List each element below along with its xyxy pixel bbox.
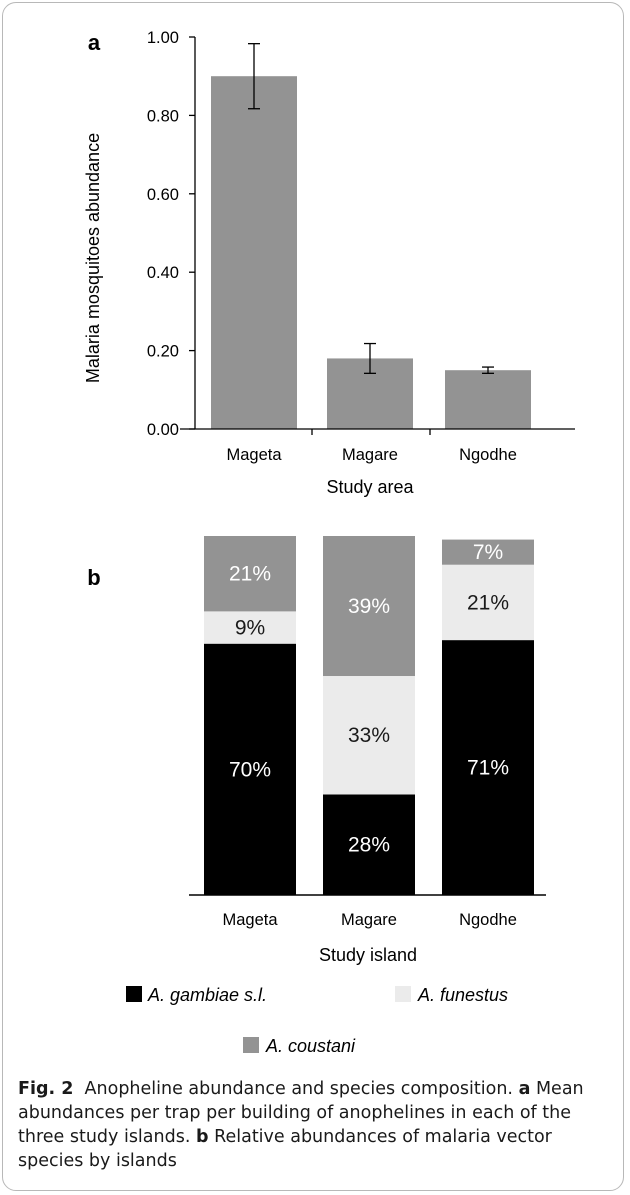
y-tick-label-0-40: 0.40 [147, 264, 179, 282]
chart-b-panel-label: b [87, 565, 100, 590]
x-tick-label-ngodhe: Ngodhe [459, 446, 517, 464]
figure-caption: Fig. 2 Anopheline abundance and species … [18, 1077, 608, 1173]
bar-ngodhe [445, 370, 531, 429]
caption-panel-a-label: a [518, 1079, 531, 1099]
bar-mageta [211, 76, 297, 429]
segment-label-magare-a-gambiae-s-l: 28% [348, 834, 390, 857]
figure-charts: a Mageta Magare Ngodhe 0.00 0.20 0.40 0.60 0.80 1… [83, 29, 575, 1056]
segment-label-ngodhe-a-gambiae-s-l: 71% [467, 757, 509, 780]
segment-label-mageta-a-funestus: 9% [235, 617, 265, 640]
caption-title: Anopheline abundance and species composi… [84, 1079, 513, 1099]
x-tick-label-b-mageta: Mageta [222, 911, 278, 929]
y-tick-label-0-20: 0.20 [147, 343, 179, 361]
segment-label-magare-a-funestus: 33% [348, 724, 390, 747]
x-tick-label-b-ngodhe: Ngodhe [459, 911, 517, 929]
segment-ngodhe-a-gambiae-s-l [442, 640, 534, 895]
y-tick-label-0-80: 0.80 [147, 107, 179, 125]
segment-label-ngodhe-a-funestus: 21% [467, 591, 509, 614]
legend-swatch-a-gambiae-s-l [126, 986, 142, 1002]
x-tick-label-b-magare: Magare [341, 911, 397, 929]
y-tick-label-1-00: 1.00 [147, 29, 179, 47]
segment-mageta-a-coustani [204, 536, 296, 612]
chart-a-abundance: a Mageta Magare Ngodhe 0.00 0.20 0.40 0.60 0.80 1… [83, 29, 575, 497]
segment-label-magare-a-coustani: 39% [348, 595, 390, 618]
chart-a-x-axis-title: Study area [326, 477, 414, 497]
caption-panel-b-text: Relative abundances of malaria vector sp… [18, 1127, 552, 1171]
caption-fig-label: Fig. 2 [18, 1079, 74, 1099]
legend-label-a-gambiae-s-l: A. gambiae s.l. [147, 985, 267, 1005]
legend-swatch-a-coustani [243, 1037, 259, 1053]
segment-mageta-a-funestus [204, 611, 296, 644]
segment-label-ngodhe-a-coustani: 7% [473, 541, 503, 564]
segment-mageta-a-gambiae-s-l [204, 643, 296, 895]
legend-label-a-coustani: A. coustani [265, 1036, 356, 1056]
legend-label-a-funestus: A. funestus [417, 985, 508, 1005]
chart-b-composition: b 70% 9% 21% Mageta 28% 33% 39% Magare 71% 21% 7% Ng… [87, 536, 546, 1056]
caption-panel-a-text: Mean abundances per trap per building of… [18, 1079, 584, 1147]
x-tick-label-mageta: Mageta [226, 446, 282, 464]
caption-panel-b-label: b [195, 1127, 209, 1147]
y-tick-label-0-60: 0.60 [147, 186, 179, 204]
x-tick-label-magare: Magare [342, 446, 398, 464]
segment-magare-a-coustani [323, 536, 415, 677]
segment-magare-a-gambiae-s-l [323, 794, 415, 895]
y-tick-label-0-00: 0.00 [147, 421, 179, 439]
segment-label-mageta-a-coustani: 21% [229, 563, 271, 586]
legend-swatch-a-funestus [395, 986, 411, 1002]
chart-a-panel-label: a [88, 30, 101, 55]
segment-label-mageta-a-gambiae-s-l: 70% [229, 758, 271, 781]
segment-magare-a-funestus [323, 676, 415, 795]
segment-ngodhe-a-coustani [442, 539, 534, 565]
chart-a-y-axis-title: Malaria mosquitoes abundance [83, 133, 103, 383]
segment-ngodhe-a-funestus [442, 564, 534, 641]
chart-b-x-axis-title: Study island [319, 945, 417, 965]
